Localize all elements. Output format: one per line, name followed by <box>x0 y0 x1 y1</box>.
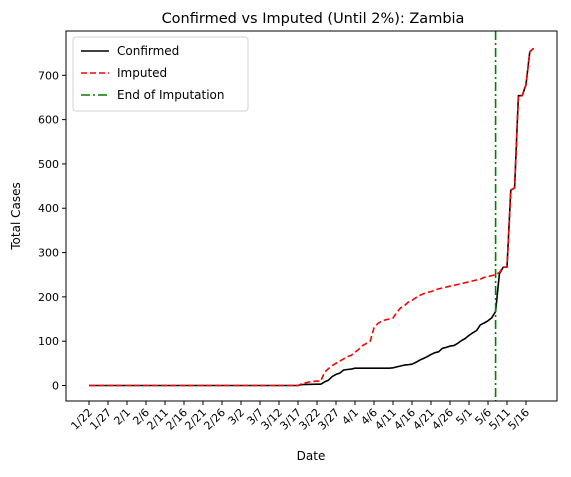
x-tick-label: 3/27 <box>315 406 342 433</box>
x-axis-label: Date <box>297 449 326 463</box>
y-tick-label: 500 <box>38 158 59 171</box>
x-tick-label: 3/2 <box>225 406 247 428</box>
y-tick-label: 600 <box>38 114 59 127</box>
legend-label: Imputed <box>117 66 167 80</box>
legend-label: Confirmed <box>117 44 179 58</box>
y-tick-label: 400 <box>38 202 59 215</box>
plot-frame <box>65 30 558 402</box>
y-tick-label: 0 <box>52 379 59 392</box>
x-tick-label: 5/16 <box>505 406 532 433</box>
x-tick-label: 4/26 <box>429 406 456 433</box>
y-tick-label: 700 <box>38 69 59 82</box>
x-tick-label: 2/1 <box>111 406 133 428</box>
legend-label: End of Imputation <box>117 88 225 102</box>
x-tick-label: 2/26 <box>201 406 228 433</box>
y-tick-label: 200 <box>38 291 59 304</box>
x-tick-label: 4/1 <box>339 406 361 428</box>
x-tick-label: 1/27 <box>87 406 114 433</box>
legend-box <box>72 36 249 112</box>
series-line-imputed <box>89 47 535 387</box>
x-tick-label: 5/1 <box>453 406 475 428</box>
y-axis-label: Total Cases <box>9 182 23 250</box>
y-tick-label: 300 <box>38 247 59 260</box>
chart-title: Confirmed vs Imputed (Until 2%): Zambia <box>162 11 465 27</box>
y-tick-label: 100 <box>38 335 59 348</box>
